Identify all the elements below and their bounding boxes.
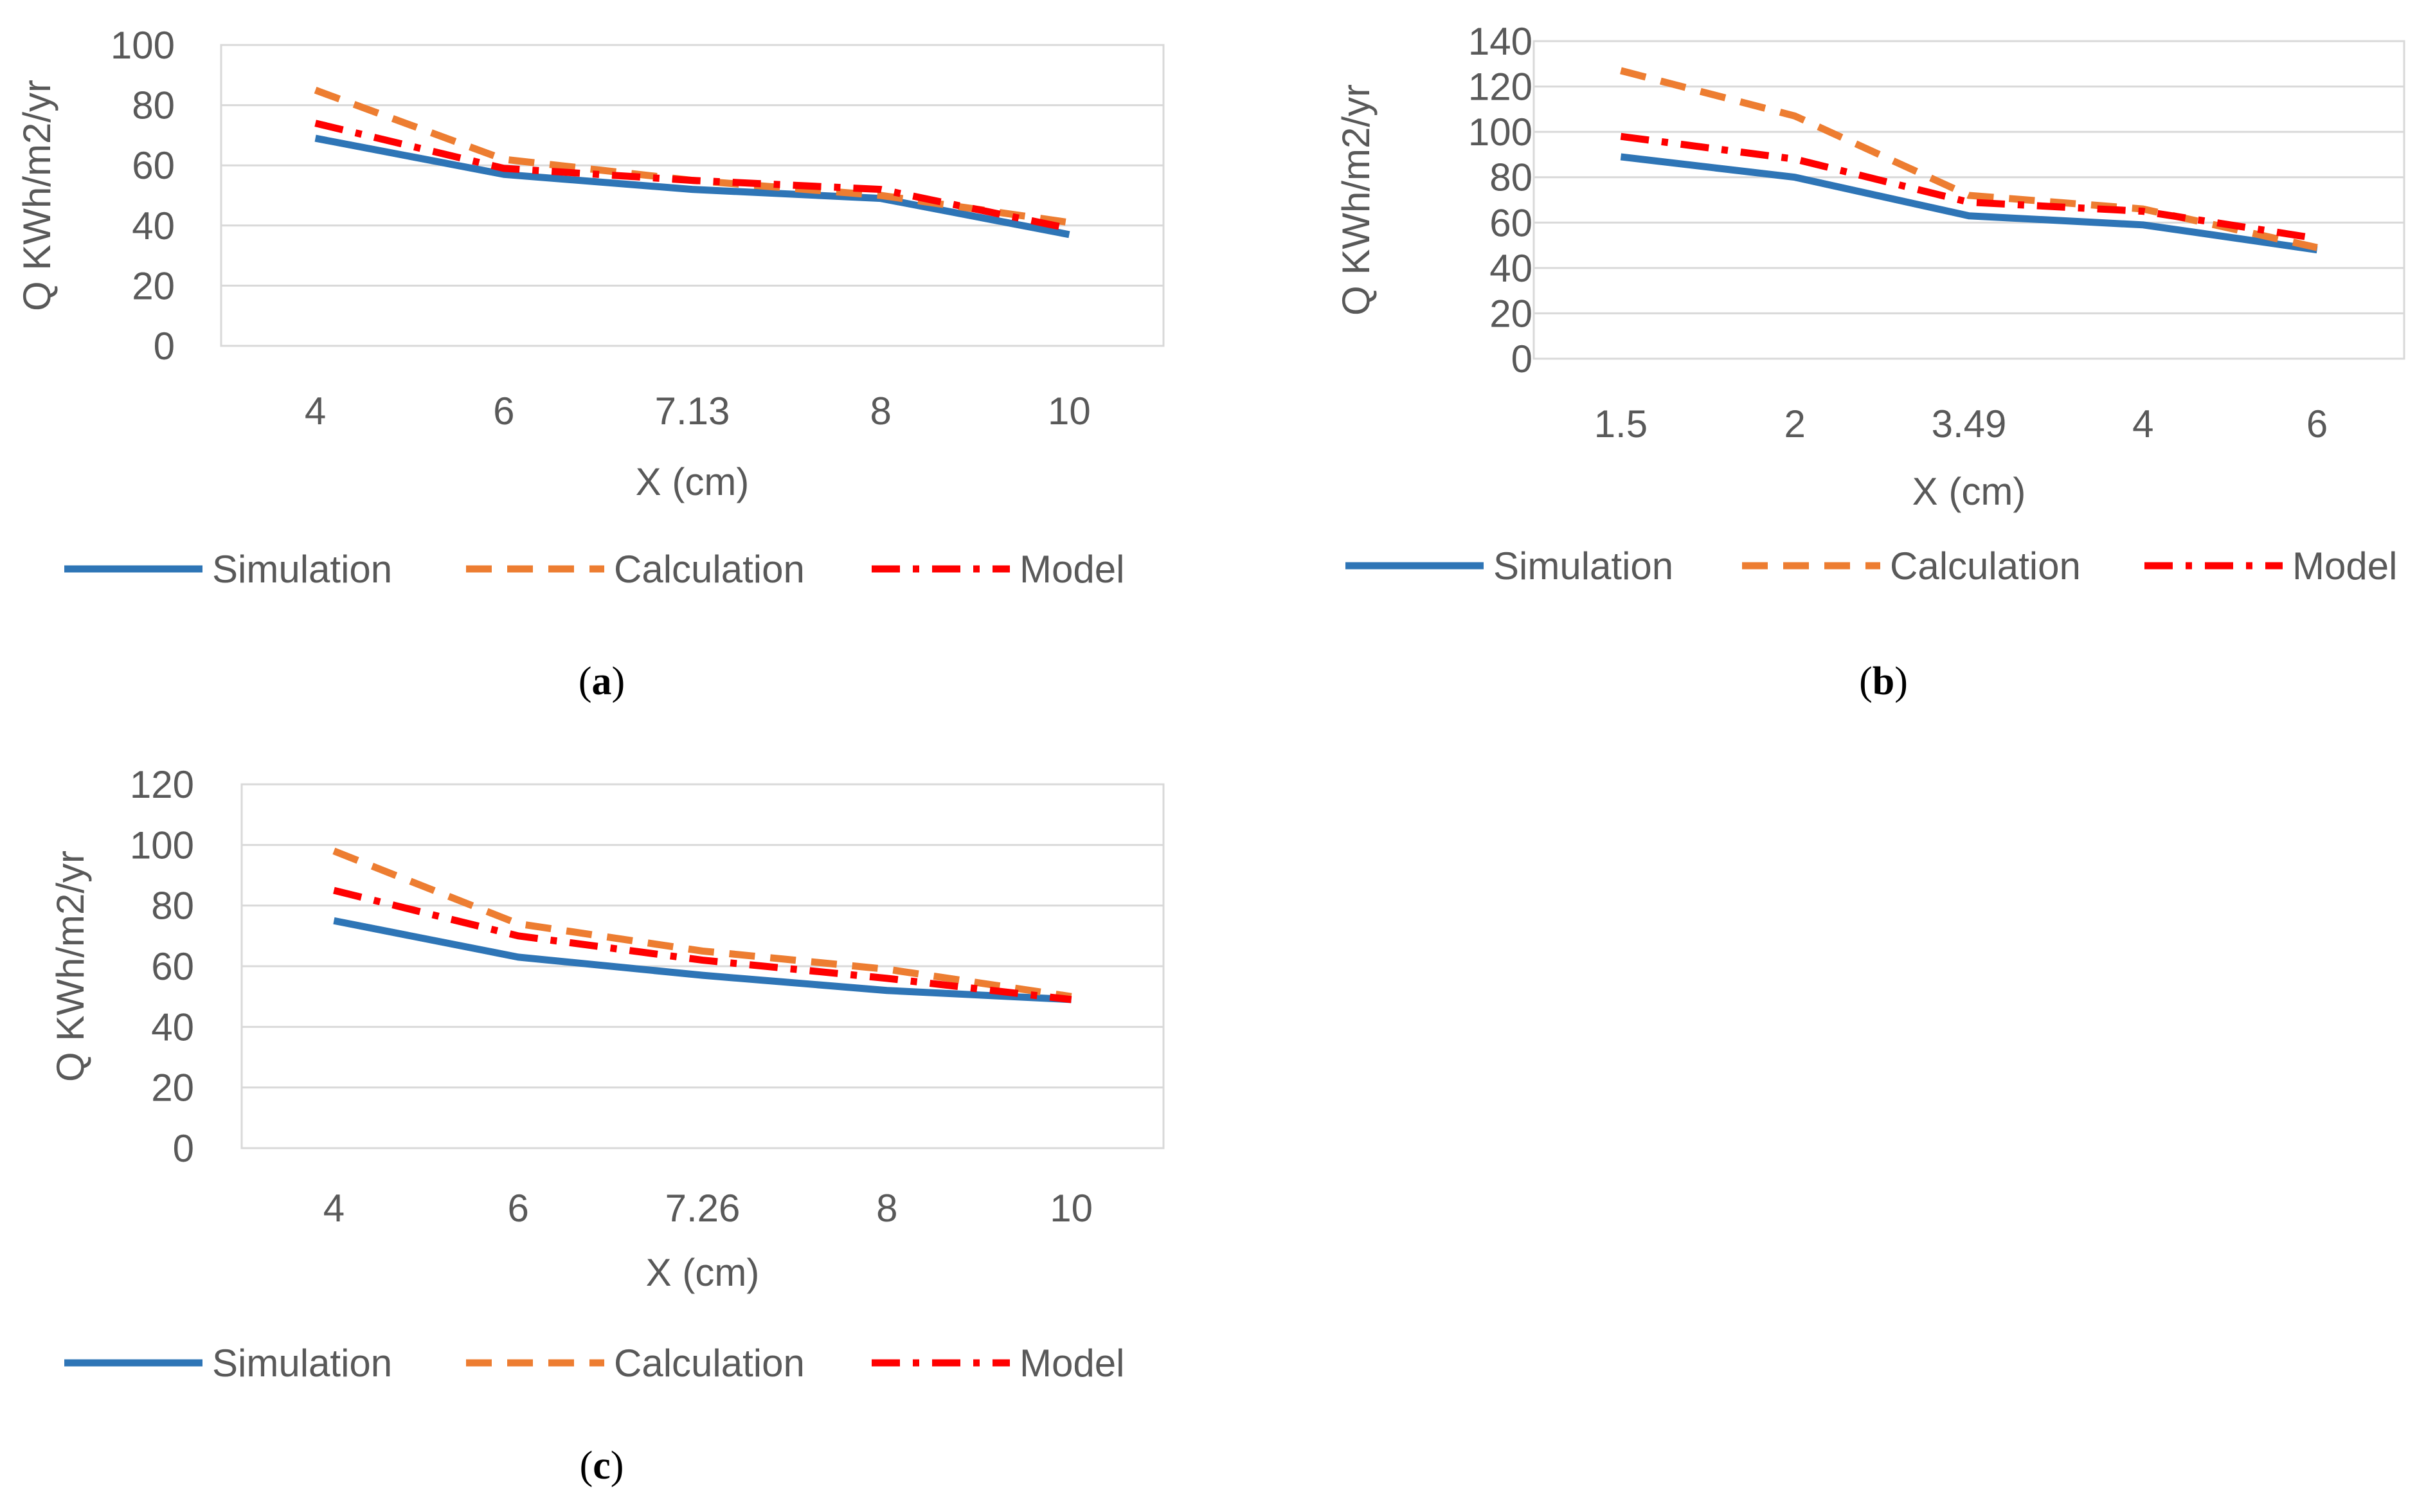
x-tick-label: 4 — [323, 1187, 345, 1230]
y-axis-title: Q KWh/m2/yr — [15, 80, 58, 311]
x-tick-label: 10 — [1050, 1187, 1093, 1230]
x-tick-label: 10 — [1048, 390, 1091, 433]
x-tick-label: 4 — [2132, 402, 2153, 446]
legend-label-model: Model — [1020, 1342, 1124, 1385]
y-tick-label: 40 — [1489, 247, 1532, 290]
x-tick-label: 6 — [493, 390, 514, 433]
y-tick-label: 80 — [151, 885, 194, 928]
series-line-model — [1620, 132, 2318, 242]
legend-label-calculation: Calculation — [614, 1342, 805, 1385]
y-tick-label: 120 — [130, 763, 194, 806]
y-tick-label: 100 — [130, 824, 194, 867]
x-tick-label: 7.26 — [665, 1187, 741, 1230]
y-tick-label: 20 — [132, 264, 175, 307]
y-tick-label: 20 — [151, 1066, 194, 1110]
legend-label-model: Model — [2292, 544, 2397, 588]
x-tick-label: 6 — [508, 1187, 529, 1230]
series-line-model — [314, 120, 1070, 232]
y-tick-label: 120 — [1468, 66, 1532, 109]
y-tick-label: 0 — [154, 325, 175, 368]
y-tick-label: 60 — [151, 945, 194, 988]
y-tick-label: 0 — [173, 1127, 194, 1170]
y-axis-title: Q KWh/m2/yr — [1334, 84, 1378, 316]
legend-label-model: Model — [1020, 548, 1124, 591]
y-tick-label: 0 — [1511, 338, 1532, 381]
x-tick-label: 4 — [305, 390, 326, 433]
y-tick-label: 40 — [151, 1005, 194, 1048]
x-tick-label: 8 — [876, 1187, 897, 1230]
x-tick-label: 8 — [870, 390, 892, 433]
x-tick-label: 6 — [2306, 402, 2328, 446]
series-line-simulation — [333, 917, 1072, 1004]
legend-label-simulation: Simulation — [1493, 544, 1673, 588]
caption-a: (a) — [579, 660, 625, 703]
y-tick-label: 100 — [111, 24, 175, 67]
y-tick-label: 80 — [1489, 156, 1532, 199]
plot-area-frame — [220, 44, 1165, 347]
series-line-simulation — [1620, 153, 2318, 254]
x-tick-label: 7.13 — [655, 390, 730, 433]
plot-area-frame — [1532, 40, 2405, 360]
x-tick-label: 1.5 — [1594, 402, 1648, 446]
y-axis-title: Q KWh/m2/yr — [49, 851, 92, 1082]
y-tick-label: 140 — [1468, 20, 1532, 63]
caption-b: (b) — [1859, 660, 1908, 703]
caption-c: (c) — [580, 1444, 624, 1488]
x-axis-title: X (cm) — [646, 1251, 760, 1294]
y-tick-label: 20 — [1489, 292, 1532, 335]
x-tick-label: 2 — [1784, 402, 1806, 446]
chart-c: 0 20 40 60 80 100 120 4 6 7.26 8 10 X (cm) Q KWh/m2/y… — [49, 763, 1165, 1488]
legend-label-simulation: Simulation — [212, 548, 392, 591]
y-tick-label: 60 — [1489, 201, 1532, 244]
legend-label-calculation: Calculation — [1890, 544, 2081, 588]
x-tick-label: 3.49 — [1932, 402, 2007, 446]
legend-label-simulation: Simulation — [212, 1342, 392, 1385]
y-tick-label: 40 — [132, 204, 175, 248]
y-tick-label: 80 — [132, 84, 175, 127]
y-tick-label: 60 — [132, 144, 175, 187]
chart-a: 0 20 40 60 80 100 4 6 7.13 8 10 X (cm) Q KWh/m2/yr Si… — [15, 24, 1165, 703]
series-line-calculation — [332, 847, 1072, 1000]
y-tick-label: 100 — [1468, 111, 1532, 154]
series-line-calculation — [1620, 67, 2318, 251]
x-axis-title: X (cm) — [1912, 470, 2026, 513]
x-axis-title: X (cm) — [636, 460, 750, 503]
legend-label-calculation: Calculation — [614, 548, 805, 591]
series-line-model — [333, 887, 1072, 1004]
series-line-simulation — [314, 134, 1070, 239]
